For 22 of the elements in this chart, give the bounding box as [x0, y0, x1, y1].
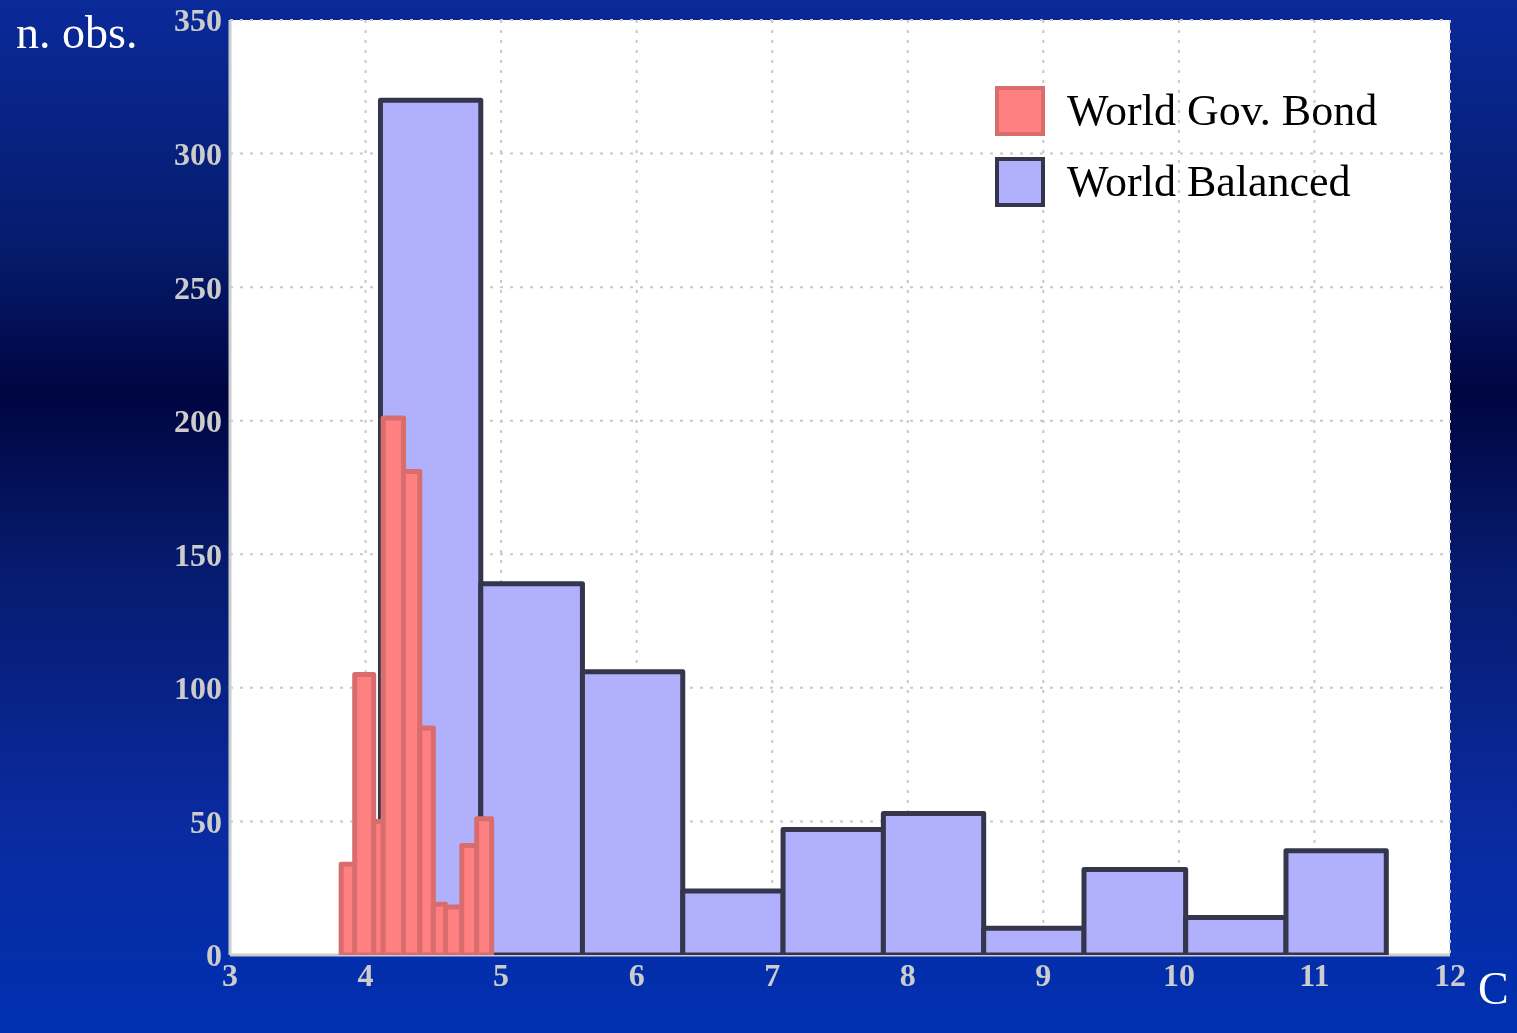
y-tick-label: 350 [174, 2, 222, 39]
y-tick-label: 150 [174, 536, 222, 573]
y-tick-label: 100 [174, 670, 222, 707]
x-axis-title: C [1478, 962, 1509, 1015]
x-tick-label: 12 [1434, 956, 1466, 993]
x-tick-label: 11 [1299, 956, 1330, 993]
x-tick-label: 5 [493, 956, 510, 993]
x-tick-label: 9 [1035, 956, 1052, 993]
y-tick-label: 300 [174, 135, 222, 172]
y-tick-label: 50 [190, 803, 222, 840]
legend-label: World Gov. Bond [1067, 85, 1378, 136]
x-tick-label: 3 [222, 956, 238, 993]
legend-label: World Balanced [1067, 156, 1351, 207]
y-tick-label: 250 [174, 269, 222, 306]
y-axis-title: n. obs. [16, 6, 138, 59]
y-tick-label: 0 [206, 937, 222, 974]
x-tick-label: 7 [764, 956, 781, 993]
x-tick-label: 4 [357, 956, 374, 993]
x-tick-label: 10 [1162, 956, 1195, 993]
y-tick-label: 200 [174, 403, 222, 440]
x-tick-label: 6 [628, 956, 645, 993]
x-tick-label: 8 [899, 956, 916, 993]
